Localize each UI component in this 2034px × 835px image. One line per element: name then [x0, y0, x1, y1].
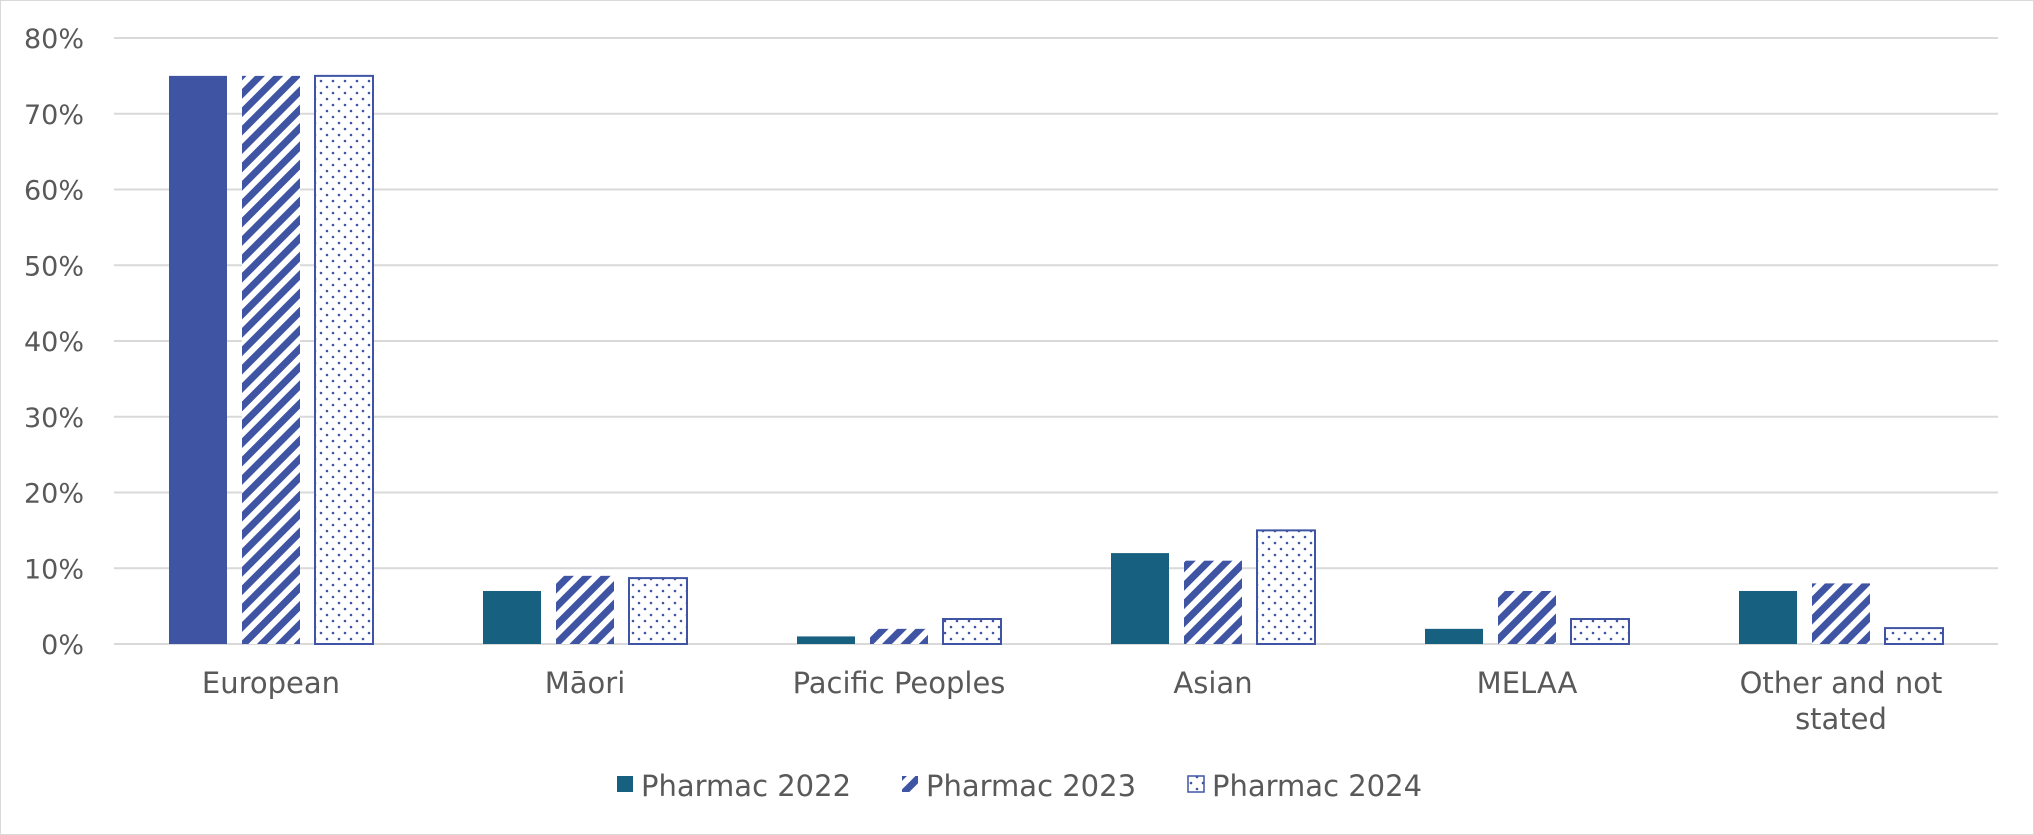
y-tick-label: 40% — [24, 327, 84, 358]
x-axis-categories: European Māori Pacific Peoples Asian MELAA Ot… — [202, 666, 1942, 736]
x-category-label: MELAA — [1477, 666, 1578, 700]
bar-1-5 — [1739, 590, 1797, 644]
bar-2-0 — [242, 75, 300, 644]
y-axis-ticks: 0% 10% 20% 30% 40% 50% 60% 70% 80% — [24, 24, 84, 661]
legend-label-2: Pharmac 2023 — [926, 769, 1136, 803]
bar-1-1 — [483, 590, 541, 644]
bar-3-2 — [942, 618, 1002, 646]
x-category-label: Pacific Peoples — [793, 666, 1006, 700]
bar-3-0 — [314, 74, 374, 645]
x-category-label: Asian — [1173, 666, 1252, 700]
bar-2-3 — [1184, 560, 1242, 644]
y-tick-label: 0% — [41, 630, 84, 661]
y-tick-label: 30% — [24, 403, 84, 434]
legend-swatch-2 — [902, 776, 918, 792]
x-category-label: European — [202, 666, 340, 700]
gridlines — [114, 37, 1998, 645]
bar-2-1 — [556, 575, 614, 644]
bar-1-4 — [1425, 628, 1483, 644]
y-tick-label: 10% — [24, 554, 84, 585]
bar-2-5 — [1812, 583, 1870, 644]
legend-label-1: Pharmac 2022 — [641, 769, 851, 803]
bar-2-4 — [1498, 590, 1556, 644]
bar-1-3 — [1111, 553, 1169, 644]
bars — [169, 74, 1944, 646]
legend: Pharmac 2022 Pharmac 2023 Pharmac 2024 — [617, 769, 1422, 803]
legend-label-3: Pharmac 2024 — [1212, 769, 1422, 803]
y-tick-label: 80% — [24, 24, 84, 55]
y-tick-label: 20% — [24, 479, 84, 510]
legend-swatch-3 — [1187, 775, 1205, 793]
bar-3-4 — [1570, 618, 1630, 646]
legend-swatch-1 — [617, 776, 633, 792]
bar-1-0 — [169, 75, 227, 644]
bar-3-3 — [1256, 529, 1316, 645]
bar-3-1 — [628, 577, 688, 645]
y-tick-label: 70% — [24, 100, 84, 131]
bar-1-2 — [797, 636, 855, 644]
bar-3-5 — [1884, 627, 1944, 646]
x-category-label: Māori — [545, 666, 626, 700]
y-tick-label: 60% — [24, 176, 84, 207]
bar-2-2 — [870, 628, 928, 644]
x-category-label: Other and not stated — [1740, 666, 1943, 736]
y-tick-label: 50% — [24, 251, 84, 282]
